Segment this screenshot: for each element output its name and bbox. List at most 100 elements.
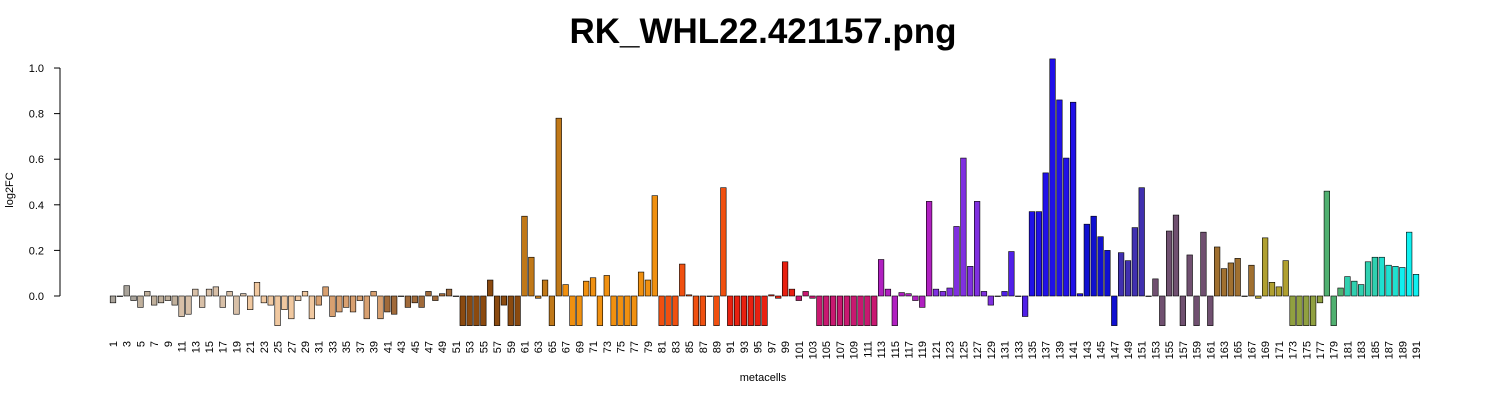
x-tick-label: 117: [904, 341, 916, 359]
y-tick-label: 0.4: [29, 200, 44, 212]
bar: [569, 295, 576, 326]
bar: [603, 275, 610, 297]
bar: [637, 271, 645, 297]
bar: [596, 295, 604, 326]
bar: [685, 294, 693, 297]
x-tick-label: 21: [245, 341, 257, 353]
bar: [946, 287, 953, 297]
bar: [1042, 172, 1049, 297]
bar: [199, 295, 206, 308]
x-tick-label: 19: [231, 341, 243, 353]
x-tick-label: 177: [1315, 341, 1327, 359]
bar: [1214, 246, 1221, 297]
bar: [528, 256, 535, 297]
bar: [288, 295, 295, 320]
bar: [836, 295, 844, 326]
bar: [343, 295, 350, 308]
x-tick-label: 43: [396, 341, 408, 353]
bar: [535, 295, 542, 299]
bar: [144, 291, 151, 297]
x-tick-label: 45: [410, 341, 422, 353]
bar: [493, 295, 501, 326]
bar: [658, 295, 665, 326]
x-tick-label: 17: [218, 341, 230, 353]
x-tick-label: 143: [1082, 341, 1094, 359]
x-axis-label: metacells: [740, 372, 787, 384]
x-tick-label: 73: [602, 341, 614, 353]
x-tick-label: 87: [698, 341, 710, 353]
x-tick-label: 57: [492, 341, 504, 353]
bar: [644, 279, 652, 297]
x-tick-label: 25: [273, 341, 285, 353]
x-tick-label: 71: [588, 341, 600, 353]
bar: [850, 295, 857, 326]
x-tick-label: 85: [684, 341, 696, 353]
bar: [672, 295, 679, 326]
bar: [281, 295, 288, 310]
bar: [137, 295, 144, 308]
bar: [253, 282, 261, 297]
bar: [1124, 260, 1132, 297]
bar: [1172, 214, 1180, 297]
x-tick-label: 101: [794, 341, 806, 359]
bar: [1412, 274, 1420, 297]
bar: [432, 295, 439, 301]
x-tick-label: 105: [821, 341, 833, 359]
bar: [905, 293, 912, 297]
bar: [974, 201, 981, 297]
bar: [665, 295, 672, 326]
chart-title: RK_WHL22.421157.png: [569, 12, 956, 51]
bar: [548, 295, 556, 326]
bar: [212, 286, 219, 297]
bar: [809, 295, 816, 299]
bar: [363, 295, 370, 320]
bar: [192, 288, 199, 297]
bar: [377, 295, 384, 320]
bar: [1179, 295, 1186, 326]
bar: [679, 263, 686, 297]
x-tick-label: 5: [135, 341, 147, 347]
bar: [1097, 236, 1104, 297]
bar: [926, 201, 933, 297]
x-tick-label: 51: [451, 341, 463, 353]
bar: [871, 295, 878, 326]
x-tick-label: 159: [1192, 341, 1204, 359]
x-tick-label: 7: [149, 341, 161, 347]
bar: [1111, 295, 1118, 326]
x-tick-label: 37: [355, 341, 367, 353]
bar: [205, 288, 213, 297]
bar: [295, 295, 302, 301]
bar: [329, 295, 336, 317]
bar: [1316, 295, 1324, 304]
bar: [1337, 287, 1344, 297]
x-tick-label: 167: [1246, 341, 1258, 359]
bar: [240, 293, 247, 297]
x-tick-label: 27: [286, 341, 298, 353]
bar: [727, 295, 734, 326]
bar: [1399, 267, 1406, 297]
bar: [912, 295, 919, 301]
bar: [507, 295, 514, 326]
bar: [1310, 295, 1317, 326]
x-tick-label: 155: [1164, 341, 1176, 359]
x-tick-label: 95: [753, 341, 765, 353]
bar: [1344, 276, 1351, 297]
bar: [445, 288, 453, 297]
x-tick-label: 125: [958, 341, 970, 359]
bar: [1207, 295, 1214, 326]
bar: [1351, 280, 1358, 297]
bar: [960, 157, 967, 297]
bar: [226, 291, 233, 297]
bar: [891, 295, 898, 326]
bar: [116, 295, 123, 297]
x-tick-label: 69: [574, 341, 586, 353]
bar: [1138, 187, 1145, 297]
bar: [425, 291, 432, 297]
bar: [322, 286, 329, 297]
bar: [473, 295, 480, 326]
bar: [1303, 295, 1310, 326]
bar: [1406, 231, 1413, 297]
bar: [1118, 252, 1125, 297]
bar: [1268, 282, 1276, 297]
